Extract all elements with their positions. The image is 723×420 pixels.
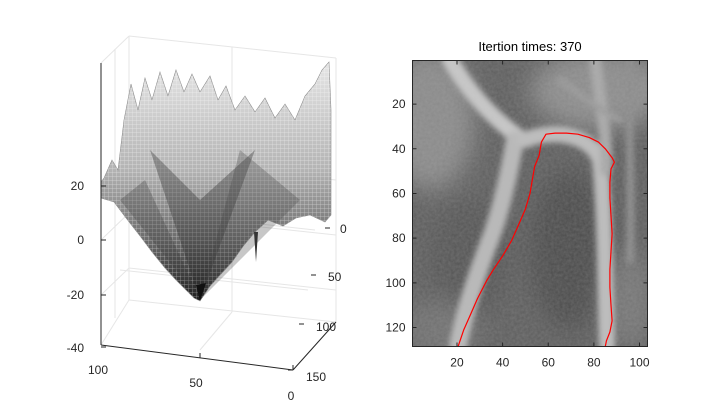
x-tick-label: 20 bbox=[450, 356, 464, 370]
y-tick-label: 60 bbox=[392, 186, 406, 200]
y-tick-label: 100 bbox=[385, 276, 405, 290]
vessel-image bbox=[385, 50, 670, 360]
image-y-tick-labels: 20 40 60 80 100 120 bbox=[385, 97, 405, 334]
surface-z-tick-labels: 20 0 -20 -40 bbox=[67, 179, 85, 355]
z-tick-label: 0 bbox=[77, 233, 84, 247]
x-tick-label: 100 bbox=[629, 356, 649, 370]
surface-x-tick-labels: 100 50 0 bbox=[88, 363, 295, 403]
y-tick-label: 120 bbox=[385, 321, 405, 335]
y-tick-label: 50 bbox=[328, 270, 342, 284]
y-tick-label: 20 bbox=[392, 97, 406, 111]
y-tick-label: 40 bbox=[392, 142, 406, 156]
y-tick-label: 0 bbox=[340, 222, 347, 236]
z-tick-label: -40 bbox=[67, 341, 85, 355]
x-tick-label: 50 bbox=[189, 376, 203, 390]
x-tick-label: 60 bbox=[542, 356, 556, 370]
x-tick-label: 80 bbox=[587, 356, 601, 370]
z-tick-label: 20 bbox=[71, 179, 85, 193]
image-axes: Itertion times: 370 bbox=[385, 39, 670, 370]
x-tick-label: 0 bbox=[288, 389, 295, 403]
surface-axes bbox=[101, 36, 336, 370]
y-tick-label: 80 bbox=[392, 231, 406, 245]
image-x-tick-labels: 20 40 60 80 100 bbox=[450, 356, 650, 370]
z-tick-label: -20 bbox=[67, 288, 85, 302]
surface-mesh bbox=[101, 62, 331, 301]
surface-y-tick-labels: 0 50 100 150 bbox=[306, 222, 347, 384]
image-title: Itertion times: 370 bbox=[478, 39, 581, 54]
y-tick-label: 150 bbox=[306, 370, 326, 384]
x-tick-label: 40 bbox=[496, 356, 510, 370]
y-tick-label: 100 bbox=[316, 320, 336, 334]
x-tick-label: 100 bbox=[88, 363, 108, 377]
